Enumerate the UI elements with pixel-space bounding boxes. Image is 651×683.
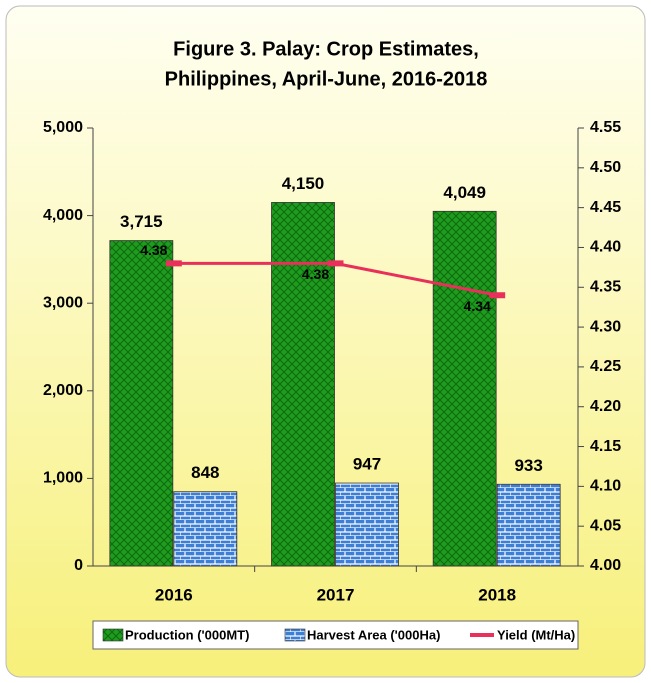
data-label: 4.38 xyxy=(302,266,329,282)
y-tick-label: 2,000 xyxy=(43,382,83,399)
y-tick-label: 1,000 xyxy=(43,470,83,487)
data-label: 4.38 xyxy=(140,242,167,258)
data-label: 848 xyxy=(191,463,219,482)
y2-tick-label: 4.35 xyxy=(590,278,621,295)
legend-swatch xyxy=(102,628,124,642)
legend-label: Harvest Area ('000Ha) xyxy=(307,627,440,642)
y-tick-label: 4,000 xyxy=(43,207,83,224)
legend-label: Yield (Mt/Ha) xyxy=(497,627,575,642)
chart-title: Philippines, April-June, 2016-2018 xyxy=(165,68,488,90)
legend-swatch xyxy=(284,628,306,642)
y2-tick-label: 4.05 xyxy=(590,517,621,534)
y2-tick-label: 4.25 xyxy=(590,358,621,375)
y2-tick-label: 4.40 xyxy=(590,239,621,256)
data-label: 4.34 xyxy=(464,298,491,314)
bar xyxy=(432,210,497,567)
data-label: 933 xyxy=(514,456,542,475)
data-label: 4,049 xyxy=(443,183,486,202)
bar xyxy=(271,202,335,567)
y2-tick-label: 4.00 xyxy=(590,557,621,574)
y2-tick-label: 4.20 xyxy=(590,398,621,415)
y2-tick-label: 4.55 xyxy=(590,119,621,136)
x-tick-label: 2018 xyxy=(478,585,516,604)
bar xyxy=(173,491,238,567)
data-label: 3,715 xyxy=(120,212,163,231)
yield-marker xyxy=(165,260,182,267)
y2-tick-label: 4.10 xyxy=(590,478,621,495)
data-label: 4,150 xyxy=(282,174,325,193)
bar xyxy=(109,240,174,567)
legend-label: Production ('000MT) xyxy=(125,627,249,642)
data-label: 947 xyxy=(353,455,381,474)
x-tick-label: 2016 xyxy=(155,585,193,604)
bar xyxy=(335,482,399,567)
yield-marker xyxy=(327,260,344,267)
chart-title: Figure 3. Palay: Crop Estimates, xyxy=(173,38,479,60)
bar xyxy=(496,483,561,567)
y-tick-label: 3,000 xyxy=(43,294,83,311)
y2-tick-label: 4.50 xyxy=(590,159,621,176)
y-tick-label: 0 xyxy=(74,557,83,574)
yield-marker xyxy=(489,292,506,299)
x-tick-label: 2017 xyxy=(317,585,355,604)
legend xyxy=(92,620,579,650)
y2-tick-label: 4.45 xyxy=(590,199,621,216)
y2-tick-label: 4.30 xyxy=(590,318,621,335)
y-tick-label: 5,000 xyxy=(43,119,83,136)
y2-tick-label: 4.15 xyxy=(590,438,621,455)
